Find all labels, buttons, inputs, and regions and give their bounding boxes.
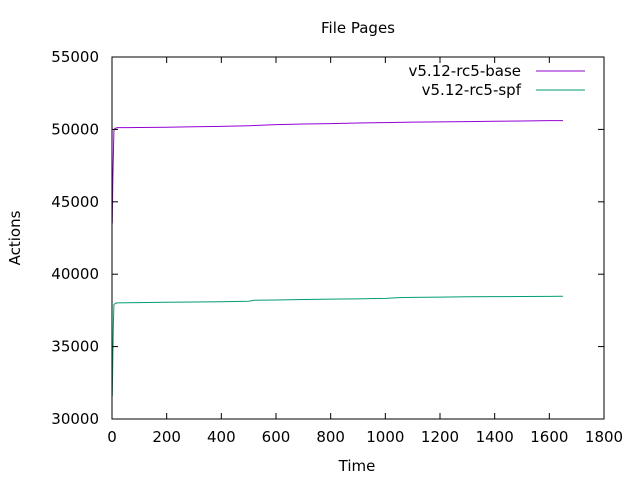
x-axis-label: Time: [338, 457, 376, 475]
x-tick-label: 1200: [421, 428, 459, 446]
plot-frame: [111, 56, 605, 420]
x-tick-label: 400: [207, 428, 236, 446]
x-tick-label: 800: [316, 428, 345, 446]
x-tick-label: 1000: [366, 428, 404, 446]
y-tick-label: 50000: [51, 120, 99, 138]
axes-group: 0 200 400 600 800 1000 1200 1400 1600 1800 30000 35…: [51, 48, 623, 446]
series-line-1: [111, 120, 563, 224]
x-tick-label: 1400: [476, 428, 514, 446]
x-tick-label: 1600: [530, 428, 568, 446]
y-tick-label: 40000: [51, 265, 99, 283]
legend-label-2: v5.12-rc5-spf: [422, 81, 522, 99]
y-tick-label: 35000: [51, 338, 99, 356]
x-tick-label: 600: [262, 428, 291, 446]
series-group: [111, 120, 564, 396]
x-tick-label: 200: [152, 428, 181, 446]
legend-label-1: v5.12-rc5-base: [409, 62, 522, 80]
series-line-2: [111, 295, 564, 396]
chart-title: File Pages: [321, 19, 395, 37]
y-axis-label: Actions: [6, 210, 24, 265]
x-tick-label: 0: [107, 428, 117, 446]
x-tick-label: 1800: [585, 428, 623, 446]
y-tick-label: 55000: [51, 48, 99, 66]
y-tick-label: 30000: [51, 410, 99, 428]
y-tick-label: 45000: [51, 193, 99, 211]
